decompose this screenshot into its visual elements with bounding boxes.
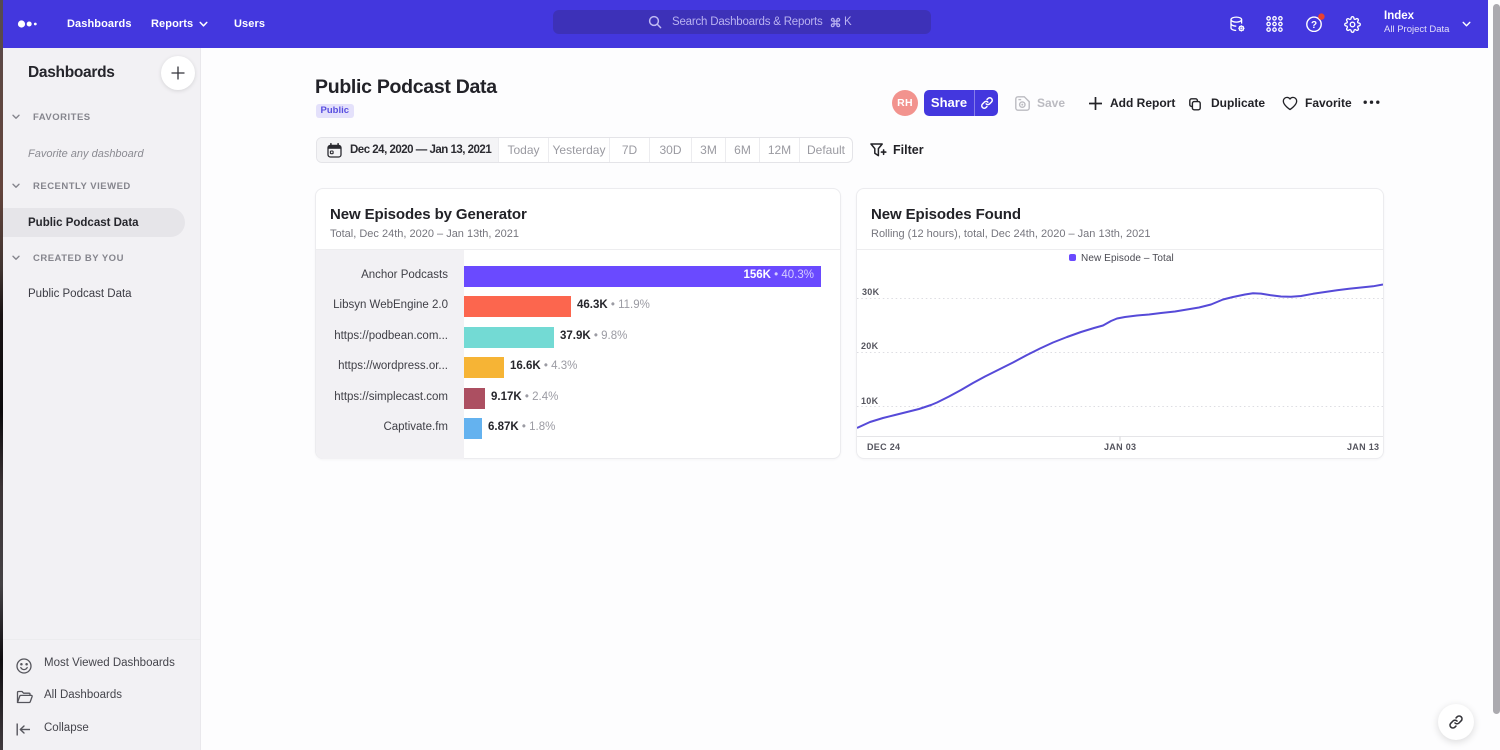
svg-text:?: ?: [1311, 20, 1317, 31]
